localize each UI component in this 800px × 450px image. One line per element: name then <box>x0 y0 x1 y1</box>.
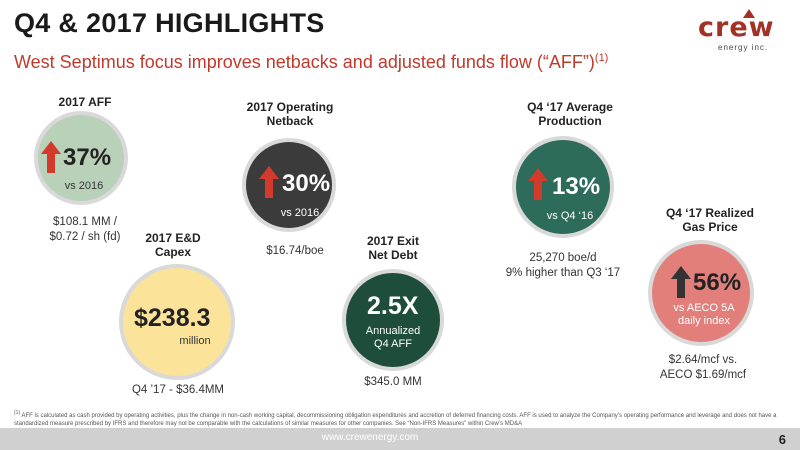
netback-label-line1: 2017 Operating <box>246 100 334 114</box>
netback-up-arrow-icon <box>259 166 279 198</box>
footer-url: www.crewenergy.com <box>321 432 419 443</box>
debt-label: 2017 Exit Net Debt <box>348 234 438 262</box>
footnote: (1) AFF is calculated as cash provided b… <box>14 409 794 428</box>
debt-value: 2.5X <box>367 292 419 320</box>
logo-word: crew <box>698 12 775 43</box>
subtitle-footnote-ref: (1) <box>594 52 609 64</box>
gas-value: 56% <box>693 269 742 296</box>
aff-note: $108.1 MM / $0.72 / sh (fd) <box>30 215 140 245</box>
debt-sub-line2: Q4 AFF <box>374 338 412 350</box>
netback-value: 30% <box>282 170 331 197</box>
production-value: 13% <box>552 173 601 200</box>
capex-label: 2017 E&D Capex <box>128 231 218 259</box>
debt-label-line2: Net Debt <box>368 248 418 262</box>
gas-label-line2: Gas Price <box>682 220 738 234</box>
netback-label: 2017 Operating Netback <box>235 100 345 128</box>
subtitle-text: West Septimus focus improves netbacks an… <box>14 52 595 72</box>
debt-circle <box>346 273 440 367</box>
capex-label-line2: Capex <box>154 245 192 259</box>
debt-label-line1: 2017 Exit <box>366 234 420 248</box>
gas-label-line1: Q4 ‘17 Realized <box>665 206 755 220</box>
netback-label-line2: Netback <box>266 114 314 128</box>
gas-note-line2: AECO $1.69/mcf <box>659 369 747 381</box>
logo-triangle-icon <box>743 9 755 18</box>
capex-note: Q4 ’17 - $36.4MM <box>131 384 225 396</box>
capex-sub: million <box>179 335 211 347</box>
production-label-line1: Q4 ‘17 Average <box>527 100 613 114</box>
production-note-line1: 25,270 boe/d <box>529 252 597 264</box>
production-up-arrow-icon <box>528 168 548 200</box>
production-label: Q4 ‘17 Average Production <box>510 100 630 128</box>
footnote-marker: (1) <box>14 410 21 416</box>
production-note-line2: 9% higher than Q3 ‘17 <box>505 267 621 279</box>
page-subtitle: West Septimus focus improves netbacks an… <box>14 52 608 73</box>
production-note: 25,270 boe/d 9% higher than Q3 ‘17 <box>490 251 636 281</box>
debt-sub-line1: Annualized <box>365 325 421 337</box>
logo-subtext: energy inc. <box>718 43 769 52</box>
crew-logo: crew energy inc. <box>696 9 776 52</box>
debt-sub: Annualized Q4 AFF <box>353 325 433 351</box>
production-circle <box>516 140 610 234</box>
netback-note: $16.74/boe <box>266 245 324 257</box>
gas-note-line1: $2.64/mcf vs. <box>668 354 738 366</box>
aff-note-line2: $0.72 / sh (fd) <box>49 231 121 243</box>
aff-up-arrow-icon <box>41 141 61 173</box>
aff-sub: vs 2016 <box>64 180 104 192</box>
gas-sub-line2: daily index <box>678 315 730 327</box>
gas-sub-line1: vs AECO 5A <box>673 302 735 314</box>
debt-note: $345.0 MM <box>364 376 422 388</box>
netback-circle <box>246 142 332 228</box>
capex-circle <box>123 268 231 376</box>
page-number: 6 <box>778 432 786 447</box>
gas-circle <box>652 244 750 342</box>
capex-label-line1: 2017 E&D <box>145 231 201 245</box>
footer-bar <box>0 428 800 450</box>
gas-label: Q4 ‘17 Realized Gas Price <box>650 206 770 234</box>
production-label-line2: Production <box>538 114 602 128</box>
page-title: Q4 & 2017 HIGHLIGHTS <box>14 8 325 38</box>
aff-label: 2017 AFF <box>58 95 112 109</box>
gas-up-arrow-icon <box>671 266 691 298</box>
aff-note-line1: $108.1 MM / <box>53 216 117 228</box>
gas-note: $2.64/mcf vs. AECO $1.69/mcf <box>650 353 756 383</box>
aff-value: 37% <box>63 144 112 171</box>
netback-sub: vs 2016 <box>280 207 320 219</box>
footnote-text: AFF is calculated as cash provided by op… <box>14 413 777 427</box>
production-sub: vs Q4 ‘16 <box>546 210 594 222</box>
gas-sub: vs AECO 5A daily index <box>668 302 740 328</box>
capex-value: $238.3 <box>134 304 211 332</box>
